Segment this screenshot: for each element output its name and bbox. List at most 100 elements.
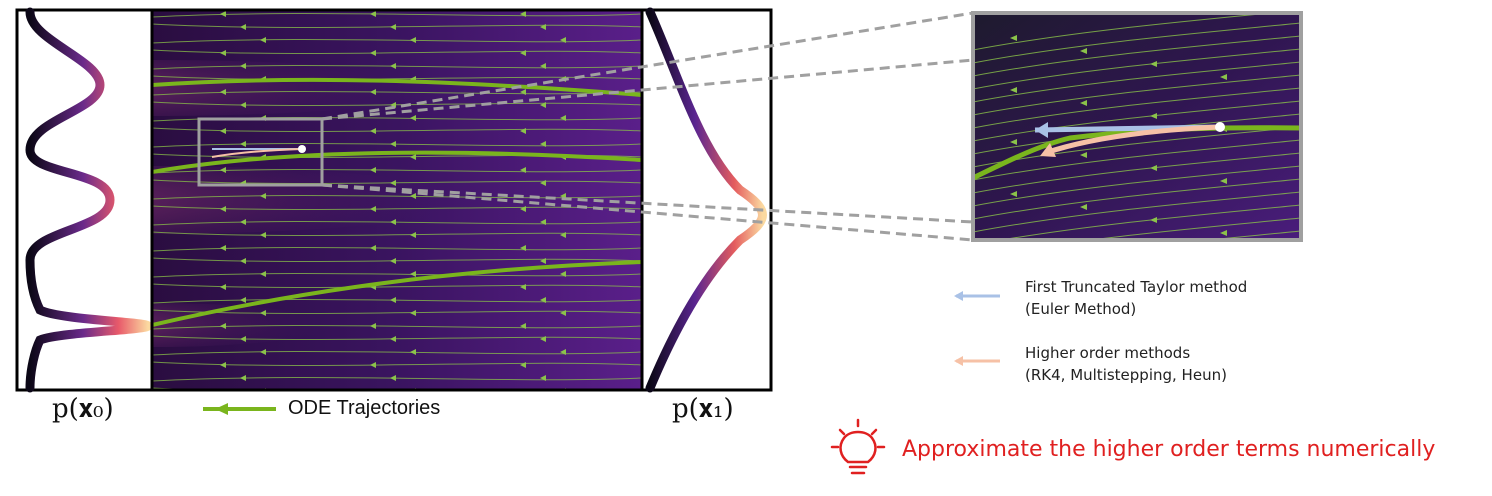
zoom-streamline (973, 35, 1301, 77)
zoom-selection-box (197, 117, 324, 187)
p-x0-label: p(𝐱₀) (52, 394, 114, 424)
flow-arrowhead (390, 336, 396, 342)
zoom-streamline (973, 139, 1301, 181)
zoom-arrowhead (1080, 256, 1087, 262)
legend-higher-line2: (RK4, Multistepping, Heun) (1025, 366, 1227, 384)
zoom-arrowhead (1010, 35, 1017, 41)
flow-arrowhead (410, 349, 416, 355)
zoom-arrowhead (1080, 100, 1087, 106)
flow-arrowhead (220, 362, 226, 368)
flow-arrowhead (220, 245, 226, 251)
zoom-arrowhead (1080, 152, 1087, 158)
flow-streamline (152, 257, 642, 262)
flow-arrowhead (520, 89, 526, 95)
flow-arrowhead (540, 258, 546, 264)
legend-euler-line2: (Euler Method) (1025, 300, 1137, 318)
flow-arrowhead (390, 258, 396, 264)
flow-arrowhead (220, 89, 226, 95)
zoom-arrowhead (1220, 178, 1227, 184)
flow-streamline (152, 65, 642, 70)
zoom-streamline (973, 165, 1301, 207)
flow-streamline (152, 179, 642, 184)
flow-streamline (152, 221, 642, 226)
ode-legend-arrow (203, 403, 276, 415)
flow-streamline (152, 101, 642, 106)
flow-arrowhead (390, 63, 396, 69)
ode-trajectory-3 (152, 260, 642, 327)
flow-arrowhead (370, 245, 376, 251)
flow-arrowhead (560, 349, 566, 355)
zoom-streamline (973, 74, 1301, 116)
legend-higher-text: Higher order methods (RK4, Multistepping… (1025, 342, 1227, 386)
flow-arrowhead (540, 297, 546, 303)
flow-arrowhead (540, 63, 546, 69)
flow-arrowhead (370, 206, 376, 212)
flow-arrowhead (520, 284, 526, 290)
zoom-streamline (973, 152, 1301, 194)
zoom-trajectory (973, 125, 1301, 181)
flow-arrowhead (240, 24, 246, 30)
flow-arrowhead (410, 271, 416, 277)
flow-arrowhead (240, 219, 246, 225)
flow-arrowhead (520, 50, 526, 56)
flow-arrowhead (240, 63, 246, 69)
zoom-arrowhead (1010, 139, 1017, 145)
flow-arrowhead (520, 11, 526, 17)
flow-arrowhead (220, 167, 226, 173)
zoom-arrowhead (1010, 191, 1017, 197)
p-x1-curve (645, 7, 767, 393)
flow-arrowhead (260, 37, 266, 43)
flow-arrowhead (220, 50, 226, 56)
flow-arrowhead (260, 349, 266, 355)
zoom-arrowhead (1010, 243, 1017, 249)
flow-arrowhead (260, 310, 266, 316)
flow-arrowhead (260, 271, 266, 277)
flow-arrowhead (260, 193, 266, 199)
flow-arrowhead (560, 271, 566, 277)
flow-arrowhead (540, 102, 546, 108)
flow-arrowhead (520, 245, 526, 251)
legend-euler-text: First Truncated Taylor method (Euler Met… (1025, 276, 1247, 320)
flow-arrowhead (520, 128, 526, 134)
flow-arrowhead (520, 167, 526, 173)
flow-arrowhead (240, 258, 246, 264)
zoom-streamline (973, 100, 1301, 142)
flow-arrowhead (390, 219, 396, 225)
flow-arrowhead (390, 24, 396, 30)
flow-arrowhead (260, 232, 266, 238)
flow-arrowhead (370, 167, 376, 173)
ode-trajectory-2 (152, 150, 642, 174)
flow-arrowhead (390, 180, 396, 186)
p-x0-curve (25, 7, 153, 393)
flow-arrowhead (560, 310, 566, 316)
flow-arrowhead (240, 297, 246, 303)
flow-arrowhead (520, 362, 526, 368)
flow-arrowhead (390, 375, 396, 381)
zoom-arrowhead (1080, 204, 1087, 210)
zoom-streamline (973, 87, 1301, 129)
flow-arrowhead (220, 206, 226, 212)
flow-arrowhead (540, 24, 546, 30)
flow-arrowhead (390, 141, 396, 147)
flow-arrowhead (240, 375, 246, 381)
lightbulb-icon (830, 418, 886, 475)
flow-arrowhead (540, 375, 546, 381)
flow-arrowhead (220, 284, 226, 290)
flow-arrowhead (370, 362, 376, 368)
flow-arrowhead (560, 115, 566, 121)
flow-streamline (152, 299, 642, 304)
flow-arrowhead (520, 206, 526, 212)
flow-arrowhead (410, 232, 416, 238)
zoom-streamline (1086, 217, 1301, 240)
flow-arrowhead (220, 128, 226, 134)
flow-arrowhead (560, 232, 566, 238)
flow-arrowhead (560, 37, 566, 43)
flow-arrowhead (240, 336, 246, 342)
flow-arrowhead (410, 310, 416, 316)
flow-arrowhead (540, 180, 546, 186)
legend-euler-line1: First Truncated Taylor method (1025, 278, 1248, 296)
flow-arrowhead (410, 115, 416, 121)
flow-streamline (152, 23, 642, 28)
flow-field-panel (152, 10, 642, 390)
